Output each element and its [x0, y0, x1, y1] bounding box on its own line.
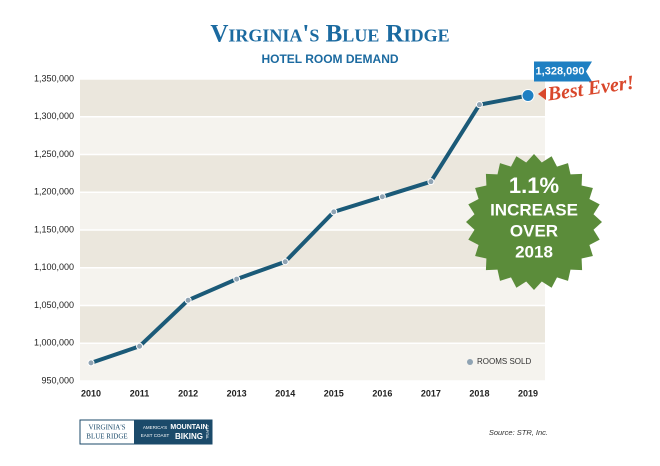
burst-text: 1.1%: [509, 173, 559, 198]
y-tick-label: 1,100,000: [34, 262, 74, 272]
legend-marker: [467, 359, 473, 365]
band: [80, 116, 545, 155]
band: [80, 154, 545, 193]
data-point: [87, 359, 95, 367]
y-tick-label: 1,350,000: [34, 73, 74, 83]
data-point: [378, 193, 386, 201]
x-tick-label: 2014: [275, 388, 295, 398]
data-line: [90, 93, 529, 365]
x-tick-label: 2010: [81, 388, 101, 398]
logo: VIRGINIA'S BLUE RIDGE AMERICA'S EAST COA…: [79, 419, 213, 445]
arrow: [538, 88, 546, 100]
x-tick-label: 2017: [421, 388, 441, 398]
x-tick-label: 2015: [324, 388, 344, 398]
x-tick-label: 2013: [227, 388, 247, 398]
logo-text: MOUNTAIN: [170, 424, 207, 431]
value-label-box: [534, 61, 592, 82]
chart-title: Virginia's Blue Ridge: [210, 21, 449, 48]
band: [80, 192, 545, 230]
y-tick-label: 1,200,000: [34, 187, 74, 197]
data-point: [330, 208, 338, 216]
band: [80, 79, 545, 117]
burst-text: OVER: [510, 221, 558, 240]
starburst: [466, 154, 602, 290]
band: [80, 343, 545, 381]
y-tick-label: 1,250,000: [34, 149, 74, 159]
y-tick-label: 1,050,000: [34, 300, 74, 310]
y-tick-label: 950,000: [41, 375, 74, 385]
value-label: 1,328,090: [536, 65, 585, 77]
logo-text: BLUE RIDGE: [86, 433, 127, 441]
x-tick-label: 2019: [518, 388, 538, 398]
burst-text: INCREASE: [490, 200, 578, 219]
y-tick-label: 1,000,000: [34, 338, 74, 348]
burst-text: 2018: [515, 242, 553, 261]
x-tick-label: 2011: [130, 388, 150, 398]
data-point: [475, 101, 483, 109]
x-tick-label: 2012: [178, 388, 198, 398]
logo-text: CAPITAL: [205, 425, 209, 439]
legend-label: ROOMS SOLD: [477, 357, 531, 366]
logo-text: BIKING: [175, 432, 203, 441]
logo-text: VIRGINIA'S: [88, 424, 125, 432]
logo-text: AMERICA'S: [143, 425, 167, 430]
data-point: [136, 342, 144, 350]
y-tick-label: 1,300,000: [34, 111, 74, 121]
data-point: [233, 275, 241, 283]
band: [80, 305, 545, 344]
chart-subtitle: HOTEL ROOM DEMAND: [261, 52, 398, 66]
x-tick-label: 2018: [469, 388, 489, 398]
data-point: [521, 89, 535, 103]
data-point: [184, 296, 192, 304]
data-point: [427, 178, 435, 186]
logo-text: EAST COAST: [141, 433, 170, 438]
y-tick-label: 1,150,000: [34, 224, 74, 234]
band: [80, 267, 545, 306]
data-point: [281, 258, 289, 266]
logo-dark: [134, 420, 212, 444]
x-tick-label: 2016: [372, 388, 392, 398]
source: Source: STR, Inc.: [489, 428, 548, 437]
